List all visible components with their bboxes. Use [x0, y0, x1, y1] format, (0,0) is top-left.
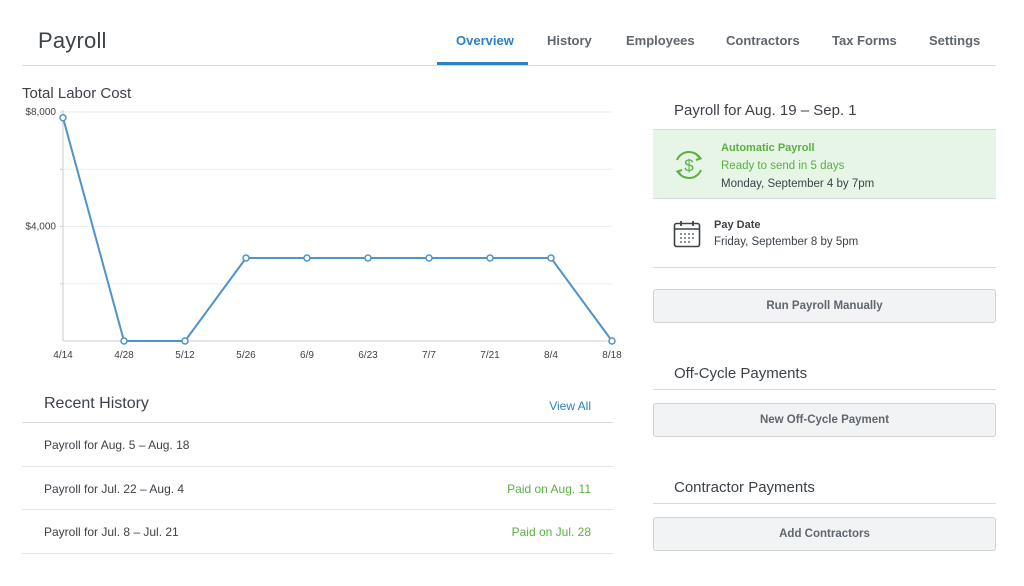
data-point: [181, 337, 189, 345]
contractor-payments-title: Contractor Payments: [674, 479, 815, 496]
x-tick-label: 4/14: [53, 350, 73, 361]
active-tab-indicator: [437, 62, 528, 65]
data-point: [425, 254, 433, 262]
history-row-status: Paid on Aug. 11: [507, 481, 591, 496]
dollar-refresh-icon: $: [675, 151, 703, 179]
tab-history[interactable]: History: [547, 33, 592, 48]
pay-date-time: Friday, September 8 by 5pm: [714, 236, 859, 248]
off-cycle-header: Off-Cycle Payments: [653, 354, 996, 390]
automatic-payroll-time: Monday, September 4 by 7pm: [721, 178, 875, 190]
data-point: [303, 254, 311, 262]
x-tick-label: 5/26: [236, 350, 256, 361]
payroll-period-header: Payroll for Aug. 19 – Sep. 1: [653, 90, 996, 130]
x-tick-label: 8/4: [544, 350, 558, 361]
data-point: [547, 254, 555, 262]
add-contractors-button[interactable]: Add Contractors: [653, 517, 996, 551]
automatic-payroll-card: $ Automatic Payroll Ready to send in 5 d…: [653, 130, 996, 199]
x-tick-label: 5/12: [175, 350, 195, 361]
payroll-period-title: Payroll for Aug. 19 – Sep. 1: [674, 102, 857, 119]
x-tick-label: 4/28: [114, 350, 134, 361]
tab-contractors[interactable]: Contractors: [726, 33, 800, 48]
data-point: [364, 254, 372, 262]
series-line: [62, 117, 613, 342]
tab-employees[interactable]: Employees: [626, 33, 695, 48]
calendar-icon: [673, 221, 701, 248]
svg-text:$: $: [684, 156, 694, 175]
pay-date-card: Pay Date Friday, September 8 by 5pm: [653, 199, 996, 268]
x-tick-label: 6/9: [300, 350, 314, 361]
history-row-label: Payroll for Jul. 22 – Aug. 4: [44, 481, 185, 496]
y-tick-label: $8,000: [25, 107, 56, 118]
data-point: [59, 113, 67, 122]
new-off-cycle-payment-button[interactable]: New Off-Cycle Payment: [653, 403, 996, 437]
page-title: Payroll: [38, 28, 107, 53]
page-header: Payroll: [22, 0, 996, 66]
x-tick-label: 8/18: [602, 350, 622, 361]
history-row[interactable]: Payroll for Aug. 5 – Aug. 18: [22, 423, 613, 467]
automatic-payroll-status: Ready to send in 5 days: [721, 160, 845, 172]
history-row[interactable]: Payroll for Jul. 22 – Aug. 4 Paid on Aug…: [22, 467, 613, 510]
recent-history: Recent History View All Payroll for Aug.…: [22, 385, 613, 554]
view-all-link[interactable]: View All: [549, 399, 591, 413]
history-header: Recent History View All: [22, 385, 613, 423]
data-point: [120, 337, 128, 345]
x-tick-label: 7/21: [480, 350, 500, 361]
payroll-sidebar: Payroll for Aug. 19 – Sep. 1 $ Automatic…: [653, 90, 996, 551]
history-row[interactable]: Payroll for Jul. 8 – Jul. 21 Paid on Jul…: [22, 510, 613, 554]
automatic-payroll-title: Automatic Payroll: [721, 142, 815, 154]
tab-overview[interactable]: Overview: [456, 33, 514, 48]
history-title: Recent History: [44, 395, 149, 412]
off-cycle-title: Off-Cycle Payments: [674, 365, 808, 382]
run-payroll-manually-button[interactable]: Run Payroll Manually: [653, 289, 996, 323]
tab-tax-forms[interactable]: Tax Forms: [832, 33, 897, 48]
labor-cost-chart: $8,000 $4,000 4/14 4/28 5/12 5/26 6/9 6/23 7/7 7/…: [25, 107, 622, 361]
history-row-label: Payroll for Jul. 8 – Jul. 21: [44, 525, 179, 539]
data-point: [486, 254, 494, 262]
pay-date-title: Pay Date: [714, 219, 761, 231]
contractor-payments-header: Contractor Payments: [653, 468, 996, 504]
chart-title: Total Labor Cost: [22, 85, 132, 102]
data-point: [242, 254, 250, 262]
y-tick-label: $4,000: [25, 222, 56, 233]
data-point: [608, 337, 616, 345]
tab-settings[interactable]: Settings: [929, 33, 981, 48]
x-tick-label: 7/7: [422, 350, 436, 361]
history-row-label: Payroll for Aug. 5 – Aug. 18: [44, 438, 190, 452]
x-tick-label: 6/23: [358, 350, 378, 361]
history-row-status: Paid on Jul. 28: [511, 525, 591, 539]
